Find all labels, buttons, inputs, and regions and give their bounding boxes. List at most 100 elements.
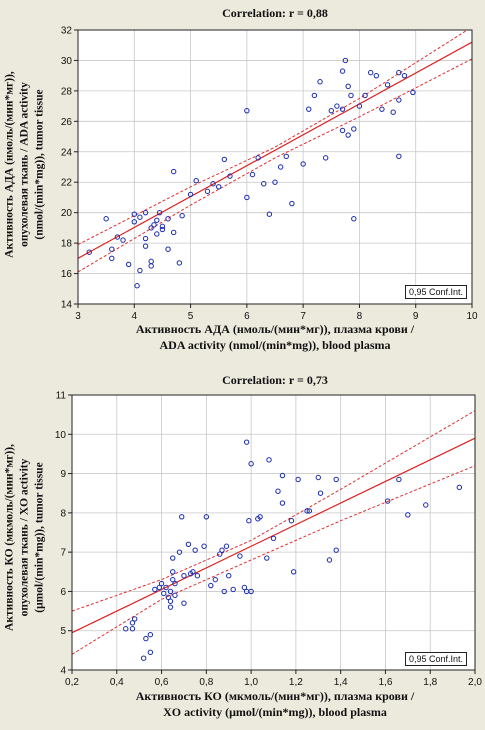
data-point — [367, 69, 374, 76]
confidence-band-upper — [72, 410, 475, 612]
data-point — [131, 211, 137, 217]
data-point — [317, 490, 324, 496]
data-point — [143, 635, 149, 642]
data-point — [148, 225, 154, 231]
data-point — [362, 92, 368, 99]
y-tick-label: 9 — [60, 469, 66, 480]
x-tick-label: 4 — [132, 311, 138, 322]
y-tick-label: 28 — [61, 86, 73, 97]
data-point — [137, 214, 143, 220]
data-point — [410, 89, 416, 96]
data-point — [379, 106, 385, 112]
legend: 0,95 Conf.Int. — [405, 652, 468, 666]
data-point — [334, 103, 340, 109]
data-point — [339, 68, 346, 74]
y-tick-label: 7 — [60, 548, 66, 559]
x-tick-label: 0,2 — [65, 677, 79, 688]
data-point — [167, 588, 174, 595]
confidence-band-upper — [78, 30, 469, 246]
plot-frame — [77, 29, 473, 305]
data-point — [165, 594, 171, 601]
data-point — [216, 184, 222, 190]
chart-ada: Correlation: r = 0,88 Активность АДА (нм… — [4, 6, 478, 353]
data-point — [279, 500, 286, 506]
data-point — [165, 216, 171, 222]
regression-line — [78, 41, 472, 259]
data-point — [227, 173, 233, 179]
data-point — [170, 229, 177, 236]
data-point — [249, 171, 256, 178]
data-point — [125, 261, 132, 268]
data-point — [159, 223, 166, 230]
data-point — [137, 267, 143, 274]
chart-xo: Correlation: r = 0,73 Активность КО (мкм… — [0, 365, 485, 730]
data-point — [456, 484, 463, 491]
plot-content — [78, 30, 472, 289]
data-point — [152, 586, 158, 593]
data-point — [221, 588, 227, 595]
data-point — [396, 153, 402, 160]
y-tick-label: 14 — [61, 300, 73, 311]
data-point — [129, 626, 136, 632]
data-point — [151, 222, 157, 228]
y-tick-label: 16 — [61, 269, 73, 280]
x-axis-label-line-1: Активность КО (мкмоль/(мин*мг)), плазма … — [135, 689, 415, 703]
data-point — [261, 181, 267, 187]
data-point — [170, 576, 176, 583]
y-tick-label: 8 — [60, 508, 66, 519]
data-point — [248, 588, 254, 595]
data-point — [300, 161, 306, 167]
data-point — [304, 508, 310, 514]
data-point — [339, 127, 346, 134]
data-point — [264, 555, 270, 561]
data-point — [161, 590, 167, 597]
data-point — [140, 655, 147, 661]
data-point — [192, 547, 198, 553]
data-point — [172, 580, 178, 587]
data-point — [148, 258, 154, 265]
x-tick-label: 0,4 — [110, 677, 124, 688]
y-tick-label: 18 — [61, 239, 73, 250]
x-tick-label: 6 — [244, 311, 250, 322]
data-point — [306, 508, 313, 514]
data-point — [134, 283, 140, 289]
data-point — [237, 553, 243, 559]
data-point — [356, 103, 363, 109]
data-point — [194, 573, 201, 579]
data-point — [275, 488, 281, 494]
data-point — [204, 188, 211, 195]
data-point — [423, 502, 429, 508]
data-point — [193, 178, 199, 184]
data-point — [244, 107, 250, 114]
data-point — [170, 168, 177, 175]
x-tick-label: 10 — [466, 311, 478, 322]
data-point — [167, 598, 174, 604]
legend: 0,95 Conf.Int. — [405, 285, 468, 299]
data-point — [270, 535, 277, 542]
data-point — [401, 72, 408, 79]
data-point — [170, 569, 176, 575]
data-point — [326, 557, 333, 563]
data-point — [210, 181, 216, 187]
chart-title: Correlation: r = 0,88 — [222, 6, 328, 20]
x-tick-label: 7 — [300, 311, 306, 322]
y-tick-label: 10 — [55, 430, 67, 441]
x-tick-label: 1,0 — [244, 677, 258, 688]
plot-area: 0,2 0,4 0,6 0,8 1,0 1,2 1,4 1,6 1,8 2,0 4 5 6 7 8 9 10 11 — [55, 391, 483, 689]
y-tick-label: 26 — [61, 117, 73, 128]
data-point — [131, 219, 137, 225]
data-point — [114, 234, 121, 240]
x-tick-label: 0,6 — [155, 677, 169, 688]
data-point — [241, 584, 248, 591]
data-point — [176, 260, 183, 266]
x-axis-label: Активность АДА (нмоль/(мин*мг)), плазма … — [78, 321, 472, 353]
data-point — [187, 191, 194, 198]
data-point — [351, 126, 357, 132]
y-tick-label: 11 — [56, 391, 67, 402]
data-point — [154, 231, 160, 237]
data-point — [159, 226, 166, 233]
data-point — [243, 439, 250, 445]
data-point — [405, 512, 411, 518]
plot-content — [72, 410, 475, 661]
data-point — [373, 72, 380, 79]
